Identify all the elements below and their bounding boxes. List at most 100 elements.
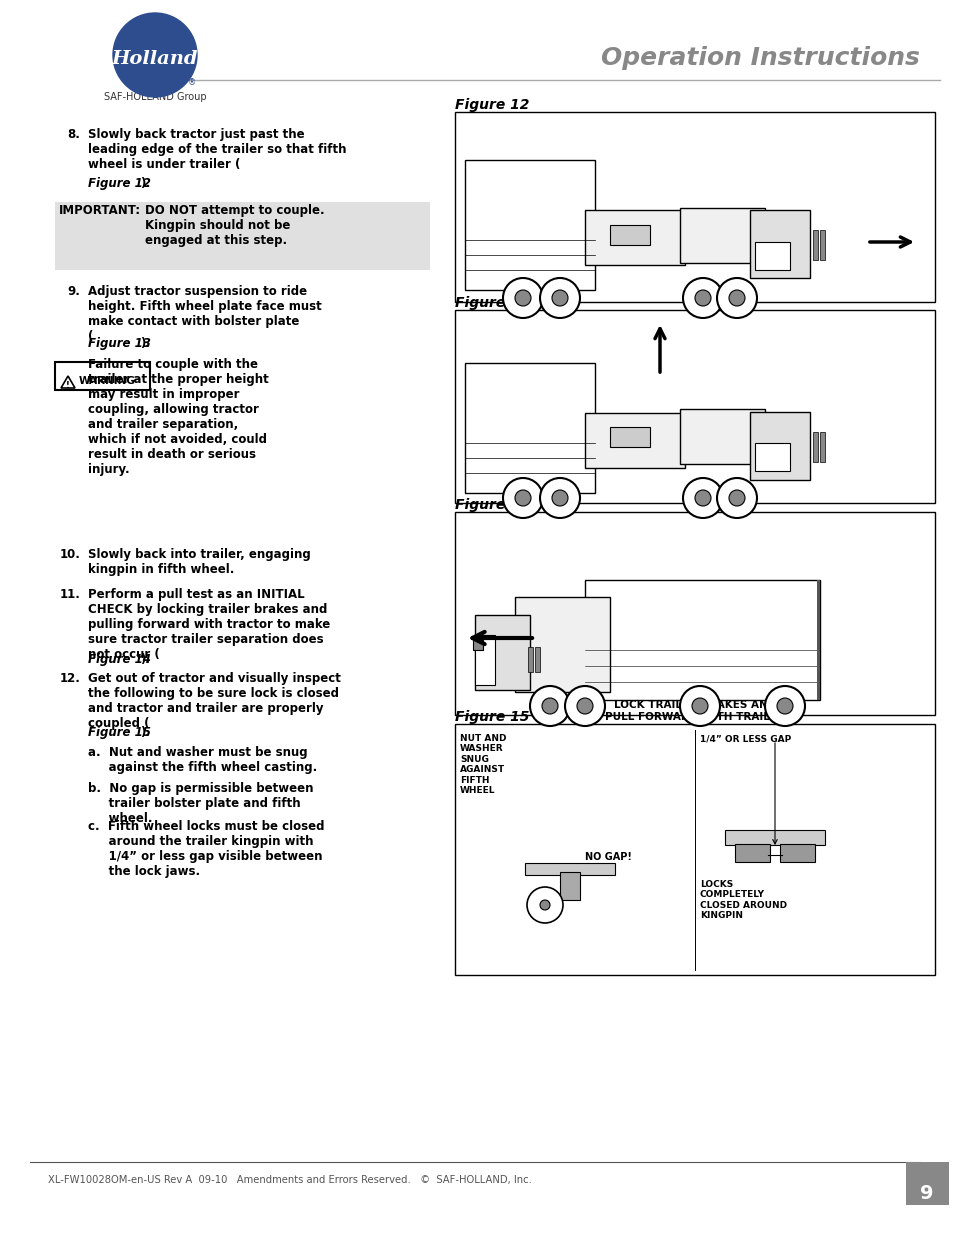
Circle shape xyxy=(112,14,196,98)
Text: Figure 14: Figure 14 xyxy=(88,653,151,666)
Text: IMPORTANT:: IMPORTANT: xyxy=(59,204,141,217)
Bar xyxy=(475,615,530,690)
Text: Adjust tractor suspension to ride
height. Fifth wheel plate face must
make conta: Adjust tractor suspension to ride height… xyxy=(88,285,321,343)
Text: Slowly back tractor just past the
leading edge of the trailer so that fifth
whee: Slowly back tractor just past the leadin… xyxy=(88,128,346,170)
Bar xyxy=(455,724,934,974)
Text: 9: 9 xyxy=(920,1184,933,1203)
Bar xyxy=(820,230,824,261)
Circle shape xyxy=(564,685,604,726)
Bar xyxy=(584,210,684,266)
Bar xyxy=(780,844,814,862)
Circle shape xyxy=(717,478,757,517)
Bar xyxy=(812,432,817,462)
Circle shape xyxy=(539,278,579,317)
Circle shape xyxy=(502,478,542,517)
Bar xyxy=(464,363,595,493)
Text: 11.: 11. xyxy=(60,588,81,601)
Circle shape xyxy=(695,290,710,306)
Bar xyxy=(455,112,934,303)
Text: Holland: Holland xyxy=(112,49,198,68)
Bar xyxy=(734,844,769,862)
Text: Slowly back into trailer, engaging
kingpin in fifth wheel.: Slowly back into trailer, engaging kingp… xyxy=(88,548,311,576)
Bar xyxy=(455,310,934,503)
Circle shape xyxy=(682,278,722,317)
Circle shape xyxy=(764,685,804,726)
Circle shape xyxy=(728,490,744,506)
Text: Operation Instructions: Operation Instructions xyxy=(600,46,919,70)
Text: ).: ). xyxy=(140,653,150,666)
Circle shape xyxy=(691,698,707,714)
Circle shape xyxy=(539,478,579,517)
Bar xyxy=(679,207,764,263)
Text: XL-FW10028OM-en-US Rev A  09-10   Amendments and Errors Reserved.   ©  SAF-HOLLA: XL-FW10028OM-en-US Rev A 09-10 Amendment… xyxy=(48,1174,532,1186)
Text: NO GAP!: NO GAP! xyxy=(584,852,631,862)
Bar xyxy=(527,647,533,672)
Bar xyxy=(820,432,824,462)
Bar xyxy=(515,597,609,692)
Text: 10.: 10. xyxy=(60,548,81,561)
Text: 12.: 12. xyxy=(60,672,81,685)
Text: 8.: 8. xyxy=(67,128,80,141)
Bar xyxy=(754,242,789,270)
Text: ®: ® xyxy=(188,79,196,88)
Circle shape xyxy=(526,887,562,923)
Bar xyxy=(55,203,430,270)
Bar xyxy=(475,635,495,685)
Bar xyxy=(754,443,789,471)
Bar xyxy=(584,580,820,700)
Circle shape xyxy=(695,490,710,506)
Text: Get out of tractor and visually inspect
the following to be sure lock is closed
: Get out of tractor and visually inspect … xyxy=(88,672,340,730)
Bar xyxy=(816,580,820,700)
Circle shape xyxy=(776,698,792,714)
Text: LOCKS
COMPLETELY
CLOSED AROUND
KINGPIN: LOCKS COMPLETELY CLOSED AROUND KINGPIN xyxy=(700,881,786,920)
Bar xyxy=(679,409,764,464)
Bar xyxy=(464,161,595,290)
Text: Figure 15: Figure 15 xyxy=(88,726,151,739)
Bar xyxy=(609,225,649,245)
Text: Figure 15: Figure 15 xyxy=(455,710,529,724)
Bar xyxy=(749,210,809,278)
Bar xyxy=(55,362,150,390)
Text: ).: ). xyxy=(140,177,150,190)
Circle shape xyxy=(515,490,531,506)
Circle shape xyxy=(682,478,722,517)
Polygon shape xyxy=(61,375,75,388)
Text: LOCK TRAILER BRAKES AND
PULL FORWARD WITH TRAILER: LOCK TRAILER BRAKES AND PULL FORWARD WIT… xyxy=(604,700,784,721)
Text: DO NOT attempt to couple.
Kingpin should not be
engaged at this step.: DO NOT attempt to couple. Kingpin should… xyxy=(145,204,324,247)
Text: b.  No gap is permissible between
     trailer bolster plate and fifth
     whee: b. No gap is permissible between trailer… xyxy=(88,782,314,825)
Text: c.  Fifth wheel locks must be closed
     around the trailer kingpin with
     1: c. Fifth wheel locks must be closed arou… xyxy=(88,820,324,878)
Text: Perform a pull test as an INITIAL
CHECK by locking trailer brakes and
pulling fo: Perform a pull test as an INITIAL CHECK … xyxy=(88,588,330,661)
Text: WARNING: WARNING xyxy=(79,375,135,387)
Text: 1/4” OR LESS GAP: 1/4” OR LESS GAP xyxy=(700,734,790,743)
Circle shape xyxy=(552,290,567,306)
Bar xyxy=(559,872,579,900)
Bar xyxy=(749,412,809,480)
Bar xyxy=(724,830,824,845)
Text: NUT AND
WASHER
SNUG
AGAINST
FIFTH
WHEEL: NUT AND WASHER SNUG AGAINST FIFTH WHEEL xyxy=(459,734,506,795)
Circle shape xyxy=(728,290,744,306)
Text: Failure to couple with the
trailer at the proper height
may result in improper
c: Failure to couple with the trailer at th… xyxy=(88,358,269,475)
Text: SAF-HOLLAND Group: SAF-HOLLAND Group xyxy=(104,91,206,103)
Bar xyxy=(609,427,649,447)
Circle shape xyxy=(679,685,720,726)
Bar xyxy=(584,412,684,468)
Circle shape xyxy=(515,290,531,306)
Text: !: ! xyxy=(66,380,70,389)
Bar xyxy=(455,513,934,715)
Text: Figure 13: Figure 13 xyxy=(88,337,151,350)
Text: a.  Nut and washer must be snug
     against the fifth wheel casting.: a. Nut and washer must be snug against t… xyxy=(88,746,317,774)
Circle shape xyxy=(541,698,558,714)
Text: Figure 13: Figure 13 xyxy=(455,296,529,310)
Circle shape xyxy=(577,698,593,714)
Text: Figure 14: Figure 14 xyxy=(455,498,529,513)
Circle shape xyxy=(502,278,542,317)
Bar xyxy=(905,1162,948,1205)
Text: ).: ). xyxy=(140,726,150,739)
Bar xyxy=(812,230,817,261)
Text: ).: ). xyxy=(140,337,150,350)
Bar xyxy=(473,640,482,650)
Circle shape xyxy=(539,900,550,910)
Circle shape xyxy=(552,490,567,506)
Circle shape xyxy=(717,278,757,317)
Text: 9.: 9. xyxy=(67,285,80,298)
